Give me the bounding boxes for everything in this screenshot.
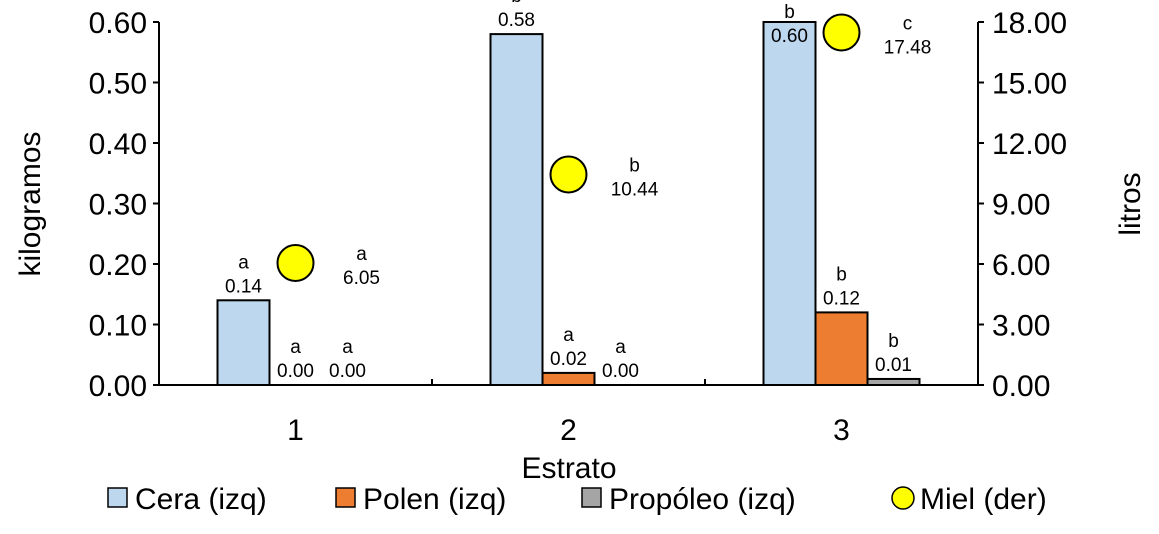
data-label-value: 0.01 <box>875 355 912 376</box>
data-label-value: 0.02 <box>550 349 587 370</box>
bar-cera <box>489 33 544 386</box>
y-axis-right-title: litros <box>1114 172 1147 235</box>
y-right-tick-label: 9.00 <box>992 189 1050 222</box>
legend-label: Propóleo (izq) <box>609 483 796 516</box>
axis-tick-labels: 0.00 0.10 0.20 0.30 0.40 0.50 0.60 0.00 3.00 6.00… <box>89 7 1067 447</box>
legend-swatch <box>107 487 128 508</box>
y-right-tick-label: 18.00 <box>992 7 1067 40</box>
data-labels: 0.14 a 0.58 b 0.60 b 0.00 a 0.02 a 0.12 b 0.00 a 0.00 a… <box>225 0 931 382</box>
y-right-tick-label: 15.00 <box>992 68 1067 101</box>
data-label-letter: b <box>836 264 847 285</box>
y-left-tick-label: 0.30 <box>89 189 147 222</box>
data-label-letter: b <box>888 331 899 352</box>
y-left-tick-label: 0.10 <box>89 310 147 343</box>
data-label-value: 0.00 <box>277 361 314 382</box>
data-label-value: 17.48 <box>884 37 932 58</box>
data-label-letter: b <box>511 0 522 7</box>
x-tick-label: 1 <box>287 414 304 447</box>
legend: Cera (izq) Polen (izq) Propóleo (izq) Miel … <box>107 483 1047 516</box>
x-axis-title: Estrato <box>521 452 616 485</box>
bar-polen <box>541 371 596 386</box>
data-label-value: 0.14 <box>225 276 262 297</box>
axes <box>153 21 984 386</box>
legend-swatch <box>335 487 356 508</box>
data-label-letter: a <box>356 244 367 265</box>
y-right-tick-label: 3.00 <box>992 310 1050 343</box>
data-label-value: 0.00 <box>602 361 639 382</box>
miel-marker <box>822 13 861 52</box>
legend-label: Cera (izq) <box>135 483 267 516</box>
bar-cera <box>216 299 271 386</box>
miel-marker <box>276 243 315 282</box>
y-left-tick-label: 0.60 <box>89 7 147 40</box>
data-label-value: 0.12 <box>823 288 860 309</box>
data-label-value: 10.44 <box>611 179 659 200</box>
data-label-letter: a <box>615 337 626 358</box>
legend-swatch <box>891 486 915 510</box>
data-label-letter: c <box>903 13 913 34</box>
bar-polen <box>814 311 869 386</box>
y-left-tick-label: 0.40 <box>89 128 147 161</box>
data-label-letter: b <box>629 155 640 176</box>
miel-marker <box>549 155 588 194</box>
y-axis-left-title: kilogramos <box>14 131 47 276</box>
x-tick-label: 3 <box>833 414 850 447</box>
data-label-value: 0.58 <box>498 10 535 31</box>
data-label-letter: b <box>784 2 795 23</box>
y-right-tick-label: 12.00 <box>992 128 1067 161</box>
data-label-letter: a <box>563 325 574 346</box>
legend-label: Polen (izq) <box>363 483 506 516</box>
legend-label: Miel (der) <box>920 483 1047 516</box>
y-left-tick-label: 0.00 <box>89 370 147 403</box>
data-label-letter: a <box>342 337 353 358</box>
data-label-letter: a <box>238 252 249 273</box>
data-label-value: 6.05 <box>343 268 380 289</box>
data-label-letter: a <box>290 337 301 358</box>
data-label-value: 0.60 <box>771 26 808 47</box>
legend-swatch <box>581 487 602 508</box>
y-right-tick-label: 6.00 <box>992 249 1050 282</box>
bar-series <box>216 21 921 387</box>
data-label-value: 0.00 <box>329 361 366 382</box>
miel-markers <box>276 13 861 282</box>
bar-cera <box>762 21 817 386</box>
y-right-tick-label: 0.00 <box>992 370 1050 403</box>
y-left-tick-label: 0.20 <box>89 249 147 282</box>
y-left-tick-label: 0.50 <box>89 68 147 101</box>
x-tick-label: 2 <box>560 414 577 447</box>
